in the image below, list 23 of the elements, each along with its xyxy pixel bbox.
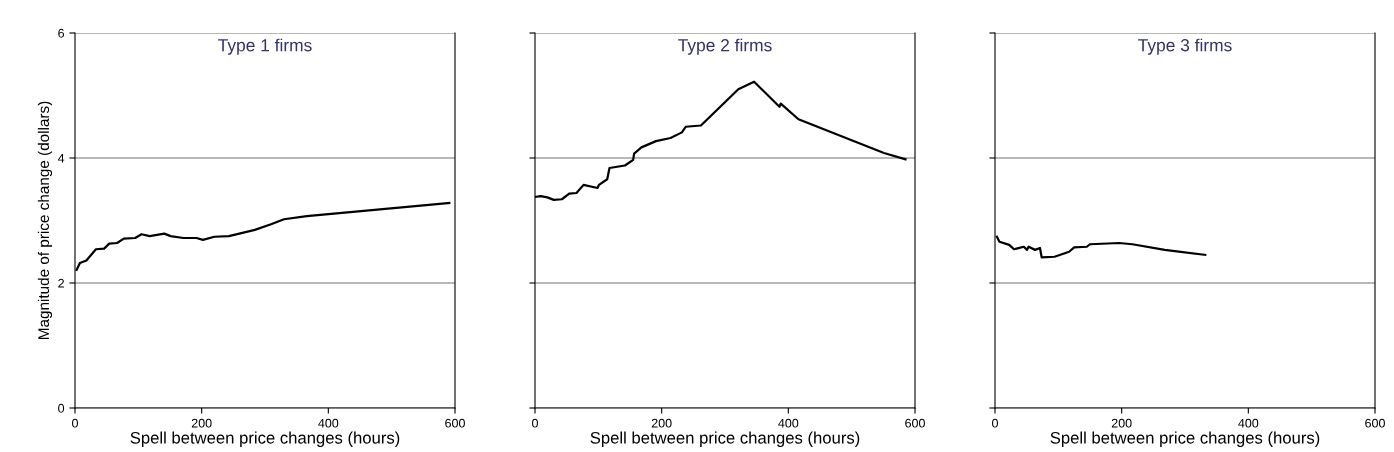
x-tick-label: 0 (532, 418, 538, 428)
y-tick-label: 6 (58, 28, 65, 38)
chart-title: Type 3 firms (1138, 38, 1232, 55)
x-tick-label: 400 (1238, 418, 1259, 428)
x-tick-label: 600 (905, 418, 925, 428)
x-axis-title: Spell between price changes (hours) (130, 431, 400, 447)
x-tick-label: 200 (651, 418, 672, 428)
chart-title: Type 1 firms (218, 38, 312, 55)
x-tick-label: 400 (778, 418, 799, 428)
x-tick-label: 0 (992, 418, 998, 428)
y-tick-label: 4 (57, 153, 65, 163)
x-tick-label: 600 (445, 418, 465, 428)
y-tick-label: 0 (58, 403, 65, 413)
chart-title: Type 2 firms (678, 38, 772, 55)
y-axis-title: Magnitude of price change (dollars) (37, 101, 53, 339)
x-tick-label: 200 (191, 418, 212, 428)
x-axis-title: Spell between price changes (hours) (590, 431, 860, 447)
x-tick-label: 600 (1365, 418, 1385, 428)
x-tick-label: 400 (318, 418, 339, 428)
y-tick-label: 2 (58, 278, 64, 288)
x-tick-label: 200 (1111, 418, 1132, 428)
x-tick-label: 0 (72, 418, 78, 428)
x-axis-title: Spell between price changes (hours) (1050, 431, 1320, 447)
